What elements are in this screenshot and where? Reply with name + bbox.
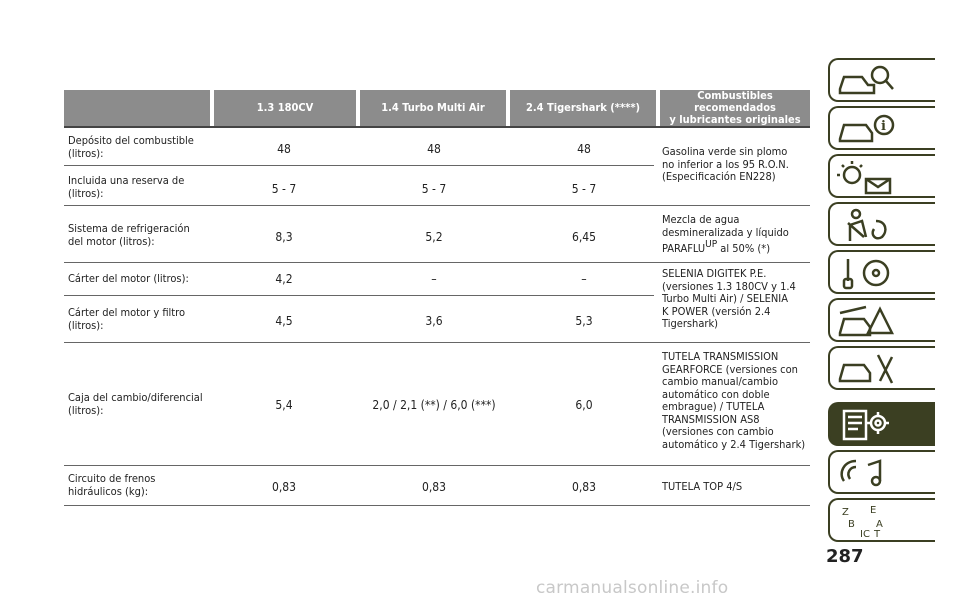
value-brakes-3: 0,83 xyxy=(571,480,597,494)
breakdown-icon xyxy=(838,305,895,337)
value-reserve-2: 5 - 7 xyxy=(421,182,447,196)
tab-specs-active[interactable] xyxy=(828,402,935,446)
rec-coolant-text: Mezcla de agua desmineralizada y líquido… xyxy=(662,213,789,255)
index-icon: Z E B A IC T xyxy=(842,505,883,539)
row-divider xyxy=(64,465,810,466)
svg-text:A: A xyxy=(876,519,883,530)
value-crankcase-filter-1: 4,5 xyxy=(275,314,293,328)
tab-multimedia[interactable] xyxy=(828,450,935,494)
rec-coolant-sup: UP xyxy=(705,239,718,250)
value-brakes-2: 0,83 xyxy=(421,480,447,494)
header-recommended: Combustibles recomendados y lubricantes … xyxy=(660,90,810,126)
value-crankcase-3: – xyxy=(581,272,587,286)
svg-text:Z: Z xyxy=(842,507,849,518)
header-engine-2: 1.4 Turbo Multi Air xyxy=(360,90,506,126)
row-label-brakes: Circuito de frenos hidráulicos (kg): xyxy=(68,472,156,498)
tab-seatbelt-airbag[interactable] xyxy=(828,202,935,246)
row-label-coolant: Sistema de refrigeración del motor (litr… xyxy=(68,222,190,248)
key-steering-icon xyxy=(842,259,890,290)
value-gearbox-2: 2,0 / 2,1 (**) / 6,0 (***) xyxy=(372,398,496,412)
tab-index[interactable]: Z E B A IC T xyxy=(828,498,935,542)
header-blank-cell xyxy=(64,90,210,126)
header-engine-3: 2.4 Tigershark (****) xyxy=(510,90,656,126)
row-divider xyxy=(64,262,810,263)
rec-gearbox: TUTELA TRANSMISSION GEARFORCE (versiones… xyxy=(662,350,806,451)
car-search-icon xyxy=(838,65,894,95)
value-coolant-3: 6,45 xyxy=(571,230,597,244)
tab-service[interactable] xyxy=(828,346,935,390)
rec-oil: SELENIA DIGITEK P.E. (versiones 1.3 180C… xyxy=(662,267,796,330)
value-fuel-tank-1: 48 xyxy=(277,142,291,156)
warning-lights-icon xyxy=(837,161,892,195)
row-label-crankcase: Cárter del motor (litros): xyxy=(68,272,189,285)
row-label-fuel-tank: Depósito del combustible (litros): xyxy=(68,134,194,160)
row-label-reserve: Incluida una reserva de (litros): xyxy=(68,174,185,200)
rec-brakes: TUTELA TOP 4/S xyxy=(662,480,743,493)
value-reserve-3: 5 - 7 xyxy=(571,182,597,196)
watermark: carmanualsonline.info xyxy=(536,578,729,598)
header-engine-1: 1.3 180CV xyxy=(214,90,356,126)
svg-text:B: B xyxy=(848,519,855,530)
rec-coolant: Mezcla de agua desmineralizada y líquido… xyxy=(662,213,812,256)
row-divider xyxy=(64,205,810,206)
value-fuel-tank-2: 48 xyxy=(427,142,441,156)
row-divider xyxy=(64,295,654,296)
multimedia-icon xyxy=(840,459,882,487)
svg-text:IC: IC xyxy=(860,529,870,539)
page-number: 287 xyxy=(826,546,864,567)
seatbelt-airbag-icon xyxy=(847,208,887,241)
value-brakes-1: 0,83 xyxy=(271,480,297,494)
tab-car-info[interactable]: i xyxy=(828,106,935,150)
row-divider xyxy=(64,165,654,166)
value-gearbox-3: 6,0 xyxy=(575,398,593,412)
svg-text:i: i xyxy=(881,119,886,134)
svg-text:E: E xyxy=(870,505,876,516)
tab-warning-lights[interactable] xyxy=(828,154,935,198)
value-crankcase-filter-3: 5,3 xyxy=(575,314,593,328)
tab-car-search[interactable] xyxy=(828,58,935,102)
service-icon xyxy=(838,354,894,384)
value-coolant-1: 8,3 xyxy=(275,230,293,244)
value-reserve-1: 5 - 7 xyxy=(271,182,297,196)
value-crankcase-1: 4,2 xyxy=(275,272,293,286)
specs-gear-icon xyxy=(842,409,889,441)
rec-fuel: Gasolina verde sin plomo no inferior a l… xyxy=(662,145,789,183)
svg-text:T: T xyxy=(873,529,881,539)
value-coolant-2: 5,2 xyxy=(425,230,443,244)
value-crankcase-filter-2: 3,6 xyxy=(425,314,443,328)
tab-breakdown[interactable] xyxy=(828,298,935,342)
rec-coolant-ratio: al 50% (*) xyxy=(717,242,771,255)
row-divider xyxy=(64,505,810,506)
row-label-crankcase-filter: Cárter del motor y filtro (litros): xyxy=(68,306,186,332)
value-crankcase-2: – xyxy=(431,272,437,286)
car-info-icon: i xyxy=(838,114,895,143)
header-divider xyxy=(64,126,810,128)
value-gearbox-1: 5,4 xyxy=(275,398,293,412)
row-label-gearbox: Caja del cambio/diferencial (litros): xyxy=(68,391,203,417)
tab-key-steering[interactable] xyxy=(828,250,935,294)
row-divider xyxy=(64,342,810,343)
value-fuel-tank-3: 48 xyxy=(577,142,591,156)
